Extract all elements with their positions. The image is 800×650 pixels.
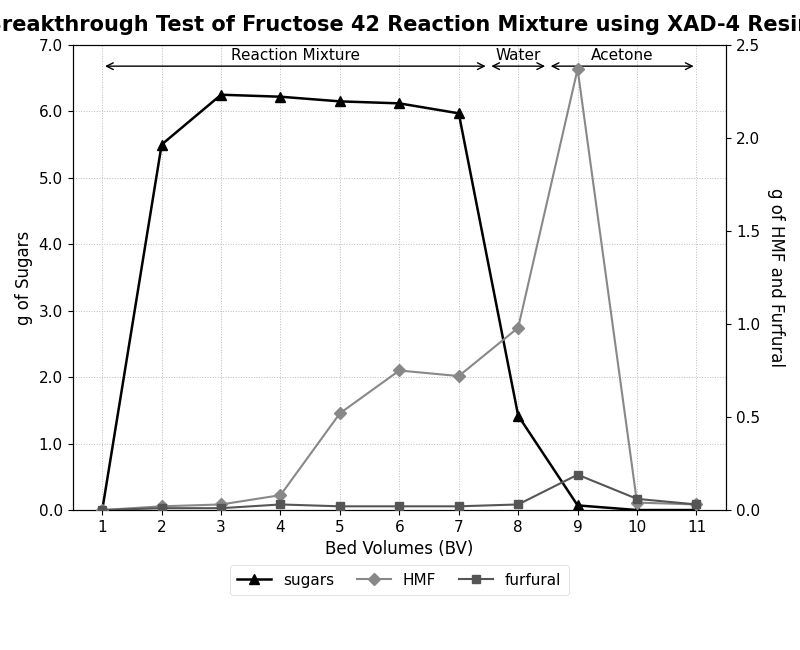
Line: HMF: HMF	[98, 65, 701, 514]
HMF	[692, 500, 702, 508]
Text: Water: Water	[495, 48, 541, 63]
Line: sugars: sugars	[98, 90, 702, 515]
sugars	[157, 140, 166, 148]
HMF	[335, 410, 345, 417]
Legend: sugars, HMF, furfural: sugars, HMF, furfural	[230, 565, 569, 595]
HMF	[454, 372, 463, 380]
sugars	[454, 109, 463, 117]
sugars	[514, 412, 523, 420]
X-axis label: Bed Volumes (BV): Bed Volumes (BV)	[325, 540, 474, 558]
furfural	[276, 500, 286, 508]
furfural	[514, 500, 523, 508]
HMF	[632, 499, 642, 506]
furfural	[394, 502, 404, 510]
furfural	[454, 502, 463, 510]
Line: furfural: furfural	[98, 471, 701, 514]
furfural	[335, 502, 345, 510]
furfural	[157, 504, 166, 512]
HMF	[216, 500, 226, 508]
furfural	[98, 506, 107, 514]
HMF	[98, 506, 107, 514]
Title: Breakthrough Test of Fructose 42 Reaction Mixture using XAD-4 Resin: Breakthrough Test of Fructose 42 Reactio…	[0, 15, 800, 35]
sugars	[98, 506, 107, 514]
HMF	[573, 65, 582, 73]
HMF	[157, 502, 166, 510]
furfural	[573, 471, 582, 478]
Text: Acetone: Acetone	[591, 48, 654, 63]
sugars	[573, 502, 582, 510]
HMF	[394, 367, 404, 374]
HMF	[514, 324, 523, 332]
sugars	[632, 506, 642, 514]
furfural	[632, 495, 642, 503]
Y-axis label: g of HMF and Furfural: g of HMF and Furfural	[767, 188, 785, 367]
sugars	[216, 91, 226, 99]
sugars	[692, 506, 702, 514]
Y-axis label: g of Sugars: g of Sugars	[15, 230, 33, 324]
furfural	[216, 504, 226, 512]
Text: Reaction Mixture: Reaction Mixture	[231, 48, 360, 63]
sugars	[276, 93, 286, 101]
sugars	[394, 99, 404, 107]
sugars	[335, 98, 345, 105]
furfural	[692, 500, 702, 508]
HMF	[276, 491, 286, 499]
